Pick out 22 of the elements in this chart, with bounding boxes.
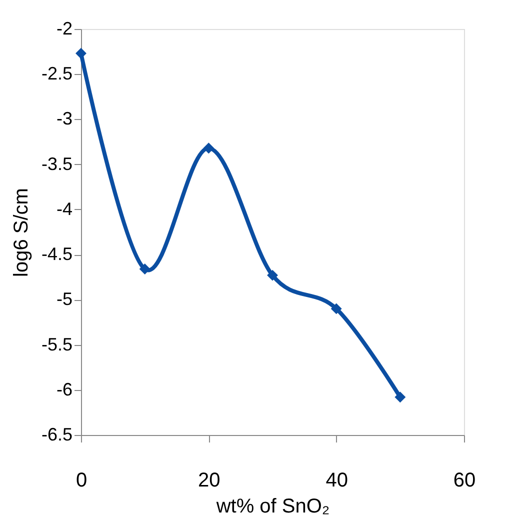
y-tick-label: -6 xyxy=(56,379,72,400)
y-tick-label: -5.5 xyxy=(41,334,72,354)
y-tick-label: -3 xyxy=(56,108,72,129)
x-tick-label: 40 xyxy=(326,470,348,492)
y-tick-label: -4 xyxy=(56,198,72,219)
point xyxy=(394,392,406,403)
point xyxy=(76,48,86,59)
y-tick-label: -2.5 xyxy=(41,64,72,84)
x-tick-label: 60 xyxy=(453,470,476,492)
y-tick-label: -3.5 xyxy=(41,154,72,174)
point xyxy=(203,142,214,154)
y-axis-title: log6 S/cm xyxy=(10,188,32,277)
x-tick-label: 20 xyxy=(198,470,220,492)
point xyxy=(267,270,278,281)
y-tick-label: -5 xyxy=(56,289,72,310)
y-tick-label: -2 xyxy=(56,18,72,38)
x-axis-title: wt% of SnO₂ xyxy=(215,496,330,518)
point xyxy=(330,303,342,314)
y-tick-label: -6.5 xyxy=(41,424,72,444)
y-tick-label: -4.5 xyxy=(41,244,72,264)
x-tick-label: 0 xyxy=(76,470,88,492)
point xyxy=(139,264,150,274)
